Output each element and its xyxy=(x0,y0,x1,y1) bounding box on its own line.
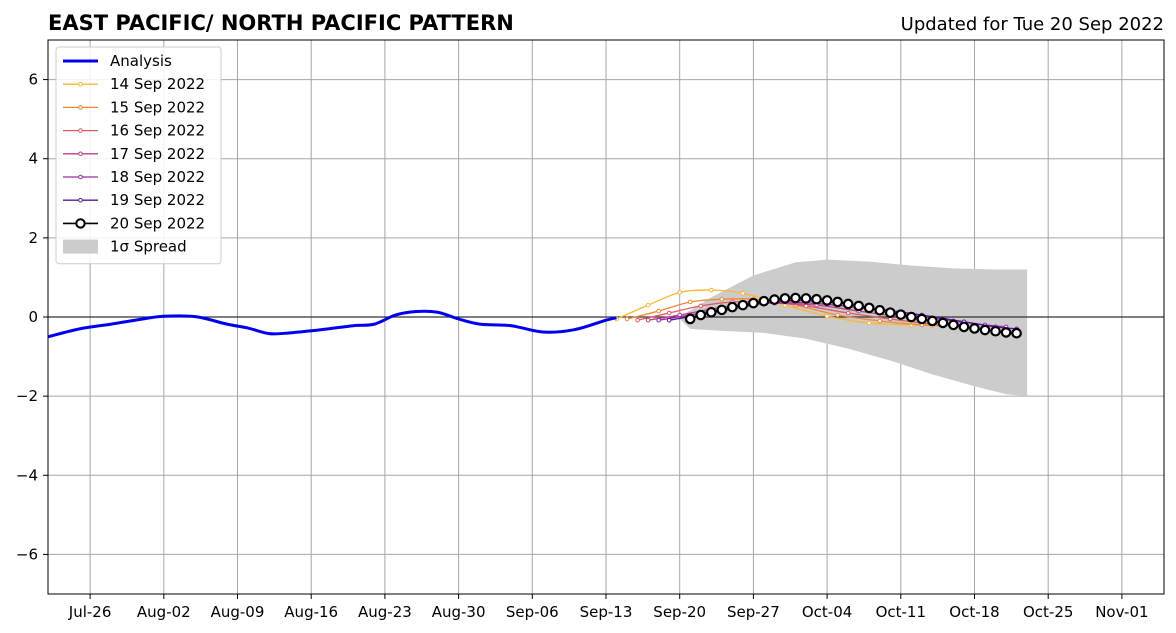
forecast-point xyxy=(842,298,854,310)
x-tick-label: Sep-06 xyxy=(506,603,559,621)
forecast-point xyxy=(666,317,672,323)
forecast-point xyxy=(698,303,704,309)
forecast-point xyxy=(719,296,725,302)
forecast-point xyxy=(835,312,840,318)
analysis-line xyxy=(48,309,617,339)
forecast-point xyxy=(666,310,672,316)
forecast-point xyxy=(1011,327,1022,339)
forecast-point xyxy=(769,294,780,305)
legend-swatch-marker xyxy=(78,174,83,180)
x-tick-label: Aug-09 xyxy=(211,603,265,621)
forecast-point xyxy=(705,306,717,318)
forecast-point xyxy=(916,313,928,325)
forecast-point xyxy=(656,317,661,323)
legend-label: 17 Sep 2022 xyxy=(110,145,205,163)
legend-swatch-marker xyxy=(78,81,83,87)
x-tick-label: Jul-26 xyxy=(68,603,112,621)
x-tick-label: Aug-30 xyxy=(432,603,486,621)
forecast-point xyxy=(737,299,749,311)
forecast-point xyxy=(800,293,812,304)
y-tick-label: −2 xyxy=(16,387,38,405)
forecast-point xyxy=(740,290,746,296)
forecast-point xyxy=(656,308,661,314)
forecast-point xyxy=(853,300,864,312)
legend-label: 19 Sep 2022 xyxy=(110,191,205,209)
forecast-point xyxy=(906,311,917,323)
forecast-point xyxy=(948,319,959,331)
y-tick-label: 0 xyxy=(28,308,38,326)
forecast-point xyxy=(790,292,801,304)
forecast-point xyxy=(874,304,886,316)
forecast-point xyxy=(727,301,738,313)
forecast-point xyxy=(635,317,640,323)
legend-label: 20 Sep 2022 xyxy=(110,214,205,232)
forecast-point xyxy=(779,293,791,304)
forecast-point xyxy=(884,307,896,318)
forecast-point xyxy=(895,309,907,320)
forecast-point xyxy=(927,315,938,327)
legend-label: 14 Sep 2022 xyxy=(110,75,205,93)
y-tick-label: 2 xyxy=(28,229,38,247)
x-tick-label: Oct-11 xyxy=(876,603,926,621)
x-tick-label: Sep-13 xyxy=(580,603,633,621)
forecast-point xyxy=(1000,327,1012,338)
x-tick-label: Oct-25 xyxy=(1023,603,1073,621)
forecast-point xyxy=(716,304,728,316)
forecast-point xyxy=(677,290,682,295)
data-layer xyxy=(48,259,1164,397)
forecast-point xyxy=(863,302,875,314)
x-tick-label: Nov-01 xyxy=(1095,603,1148,621)
chart-title: EAST PACIFIC/ NORTH PACIFIC PATTERN xyxy=(48,11,514,35)
y-tick-label: 6 xyxy=(28,71,38,89)
forecast-point xyxy=(866,320,872,326)
x-tick-label: Aug-23 xyxy=(358,603,412,621)
legend-label: 1σ Spread xyxy=(110,238,187,256)
forecast-point xyxy=(684,313,696,325)
plot-area: −6 −4 −2 0 2 4 6 Jul-26 Aug-02 Aug-09 Aug-16 Aug-23… xyxy=(16,39,1165,621)
forecast-point xyxy=(758,295,770,307)
forecast-point xyxy=(845,310,851,316)
legend-swatch-marker xyxy=(78,128,83,133)
x-tick-label: Aug-02 xyxy=(137,603,191,621)
forecast-point xyxy=(811,293,822,305)
forecast-point xyxy=(645,302,651,308)
x-tick-label: Aug-16 xyxy=(284,603,338,621)
forecast-point xyxy=(824,313,830,319)
forecast-point xyxy=(969,323,980,334)
forecast-point xyxy=(832,296,843,308)
forecast-point xyxy=(695,309,707,321)
legend-swatch-marker xyxy=(78,105,83,110)
legend-label: 18 Sep 2022 xyxy=(110,168,205,186)
y-tick-label: −4 xyxy=(16,466,38,484)
legend-label: 15 Sep 2022 xyxy=(110,98,205,116)
forecast-point xyxy=(821,295,833,306)
forecast-point xyxy=(990,325,1001,337)
spread-band xyxy=(679,259,1028,397)
chart-subtitle: Updated for Tue 20 Sep 2022 xyxy=(901,14,1164,35)
legend-box xyxy=(55,46,222,265)
forecast-point xyxy=(687,299,693,305)
legend-swatch-marker xyxy=(78,151,83,157)
y-tick-label: −6 xyxy=(16,545,38,563)
forecast-point xyxy=(937,317,949,329)
forecast-point xyxy=(958,321,970,333)
forecast-point xyxy=(624,316,630,322)
forecast-point xyxy=(708,287,714,293)
x-tick-label: Sep-20 xyxy=(653,603,706,621)
forecast-point xyxy=(877,318,883,324)
forecast-point xyxy=(979,324,991,336)
legend-label: 16 Sep 2022 xyxy=(110,122,205,140)
x-tick-label: Oct-04 xyxy=(802,603,852,621)
x-tick-label: Sep-27 xyxy=(727,603,780,621)
legend-swatch-marker xyxy=(78,197,83,203)
x-tick-label: Oct-18 xyxy=(949,603,999,621)
forecast-point xyxy=(748,297,759,309)
forecast-point xyxy=(645,317,651,323)
legend-swatch-marker xyxy=(75,218,86,229)
y-tick-label: 4 xyxy=(28,150,38,168)
legend-swatch xyxy=(63,239,98,254)
legend-label: Analysis xyxy=(110,52,172,70)
